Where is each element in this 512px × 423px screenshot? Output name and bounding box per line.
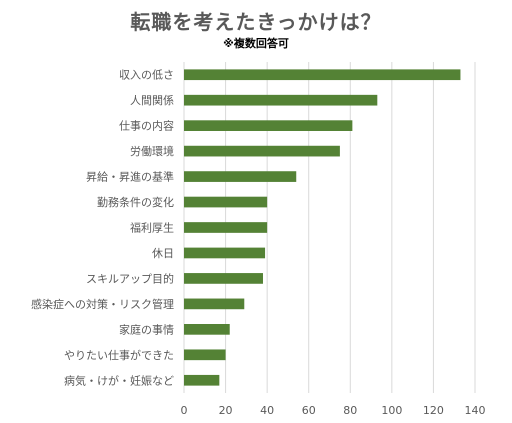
chart-title: 転職を考えたきっかけは？ [130, 10, 382, 34]
chart-subtitle: ※複数回答可 [223, 37, 289, 50]
x-tick-label: 140 [465, 404, 486, 417]
x-tick-label: 20 [219, 404, 233, 417]
category-label: 福利厚生 [130, 221, 174, 235]
bar [184, 145, 340, 157]
bar [184, 374, 220, 386]
bar [184, 94, 378, 106]
x-tick-label: 40 [260, 404, 274, 417]
category-label: 感染症への対策・リスク管理 [31, 297, 174, 311]
category-label: 昇給・昇進の基準 [86, 170, 174, 184]
bar [184, 196, 268, 208]
x-axis-ticks: 0 20 40 60 80 100 120 140 [181, 404, 486, 417]
category-label: 勤務条件の変化 [97, 195, 174, 209]
bars [184, 69, 461, 386]
category-label: 収入の低さ [119, 69, 174, 82]
bar [184, 273, 263, 284]
bar [184, 171, 297, 182]
bar [184, 69, 461, 81]
bar [184, 298, 245, 310]
category-label: 家庭の事情 [119, 322, 174, 336]
category-label: 人間関係 [130, 94, 174, 107]
category-label: 労働環境 [130, 144, 174, 158]
x-tick-label: 60 [302, 404, 316, 417]
x-tick-label: 80 [343, 404, 357, 417]
bar [184, 247, 266, 259]
category-label: やりたい仕事ができた [64, 348, 174, 362]
bar [184, 222, 268, 233]
category-label: 病気・けが・妊娠など [64, 373, 174, 387]
bar [184, 120, 353, 132]
category-labels: 収入の低さ人間関係仕事の内容労働環境昇給・昇進の基準勤務条件の変化福利厚生休日ス… [31, 69, 174, 388]
bar [184, 349, 226, 361]
category-label: スキルアップ目的 [86, 271, 174, 285]
x-tick-label: 100 [381, 404, 402, 417]
category-label: 休日 [152, 247, 174, 260]
category-label: 仕事の内容 [119, 119, 174, 133]
x-tick-label: 120 [423, 404, 444, 417]
x-tick-label: 0 [181, 404, 188, 417]
bar [184, 323, 230, 335]
